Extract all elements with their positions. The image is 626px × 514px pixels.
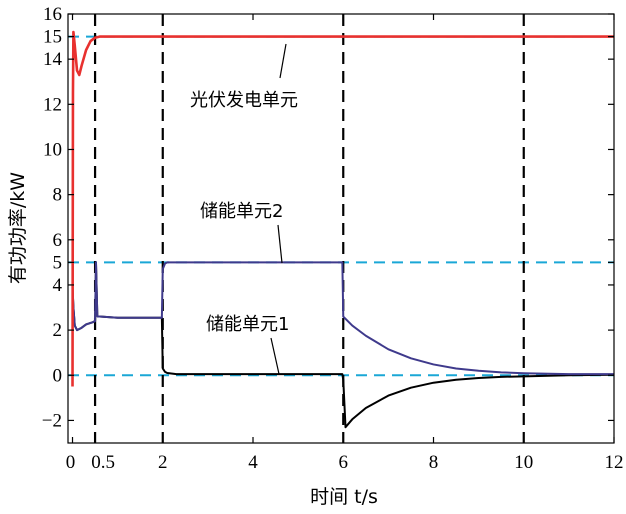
annotation-storage2-leader [277,224,283,264]
vertical-dashed-lines [93,14,525,443]
x-tick-label: 0 [66,452,76,473]
reference-lines [68,35,614,377]
annotation-storage1-label: 储能单元1 [206,314,289,335]
y-tick-label: −2 [42,410,62,431]
x-axis-title: 时间 t/s [310,486,378,508]
y-axis-title: 有功功率/kW [7,172,29,284]
y-tick-label: 2 [53,320,63,341]
plot-frame [67,13,615,444]
y-tick-label: 14 [43,49,63,70]
y-tick-label: 10 [43,139,62,160]
annotation-storage1: 储能单元1 [206,314,289,375]
annotation-storage2-label: 储能单元2 [200,201,283,222]
x-tick-label: 0.5 [91,452,115,473]
series-line-pv [71,30,614,387]
y-tick-label: 4 [53,275,63,296]
annotation-storage2: 储能单元2 [200,201,283,264]
x-tick-label: 10 [514,452,533,473]
y-tick-label: 6 [53,230,63,251]
series-layer [71,30,615,429]
x-tick-label: 12 [605,452,624,473]
annotation-pv-label: 光伏发电单元 [190,90,298,111]
x-tick-label: 8 [429,452,439,473]
annotation-storage1-leader [270,337,280,375]
annotation-pv: 光伏发电单元 [190,43,298,111]
x-tick-label: 4 [248,452,258,473]
annotation-pv-leader [279,43,287,79]
y-tick-label: 16 [43,4,62,25]
x-tick-label: 2 [158,452,168,473]
x-tick-label: 6 [339,452,349,473]
y-tick-label: 15 [43,27,62,48]
y-tick-label: 5 [53,252,63,273]
y-tick-label: 8 [53,185,63,206]
y-tick-label: 12 [43,94,62,115]
series-line-storage2 [71,261,614,376]
y-tick-label: 0 [53,365,63,386]
